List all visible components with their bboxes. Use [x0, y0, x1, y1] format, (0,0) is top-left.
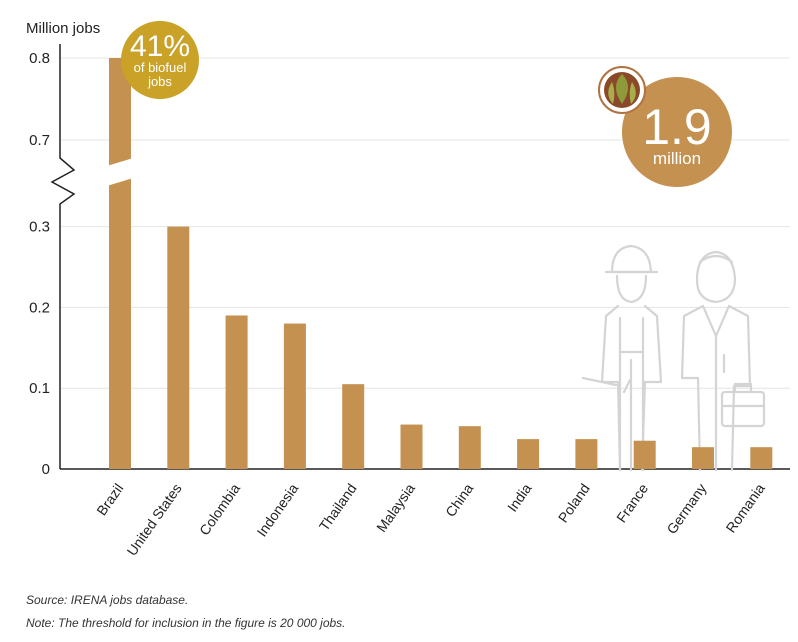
x-category-label: Romania	[723, 480, 768, 535]
share-badge-circle	[121, 21, 199, 99]
y-tick-label: 0.8	[29, 50, 50, 67]
x-category-label: Poland	[555, 481, 593, 526]
x-category-label: China	[442, 480, 476, 519]
y-tick-label: 0.7	[29, 132, 50, 149]
share-badge-line2: jobs	[147, 74, 172, 89]
total-jobs-badge: 1.9 million	[622, 77, 732, 187]
bar	[750, 447, 773, 469]
bar	[633, 440, 656, 469]
x-category-label: Colombia	[196, 480, 243, 538]
bar	[400, 424, 423, 469]
bar	[342, 384, 365, 469]
x-category-label: India	[504, 480, 535, 514]
y-axis-line	[50, 44, 76, 469]
bar-series	[100, 58, 773, 469]
share-badge-value: 41%	[130, 30, 190, 63]
bar	[458, 426, 481, 469]
bar	[575, 439, 598, 469]
x-category-label: United States	[123, 481, 184, 559]
bar	[225, 315, 248, 469]
source-note: Source: IRENA jobs database.	[26, 593, 189, 607]
x-category-label: France	[613, 480, 651, 525]
y-tick-labels: 0.8 0.7 0.3 0.2 0.1 0	[29, 50, 50, 478]
y-axis-label: Million jobs	[26, 20, 100, 37]
x-category-label: Brazil	[93, 481, 126, 519]
y-tick-label: 0	[42, 461, 50, 478]
y-axis	[50, 44, 76, 469]
share-badge-line1: of biofuel	[134, 60, 187, 75]
worker-figures-icon	[581, 244, 766, 472]
bar	[517, 439, 540, 469]
y-tick-label: 0.2	[29, 299, 50, 316]
x-category-label: Indonesia	[253, 480, 301, 539]
x-category-label: Germany	[663, 481, 709, 537]
axis-break-gap	[100, 156, 140, 188]
bar	[109, 58, 131, 469]
x-category-label: Malaysia	[373, 480, 418, 535]
y-tick-label: 0.1	[29, 380, 50, 397]
y-tick-label: 0.3	[29, 219, 50, 236]
total-badge-value: 1.9	[642, 99, 712, 155]
biofuel-share-badge: 41% of biofuel jobs	[121, 21, 199, 99]
total-badge-unit: million	[653, 149, 701, 168]
bar	[692, 447, 714, 469]
x-category-label: Thailand	[316, 481, 360, 534]
bar	[167, 226, 190, 469]
total-badge-circle	[622, 77, 732, 187]
threshold-note: Note: The threshold for inclusion in the…	[26, 616, 346, 630]
bar	[283, 323, 306, 469]
biofuel-leaf-icon	[598, 66, 646, 114]
